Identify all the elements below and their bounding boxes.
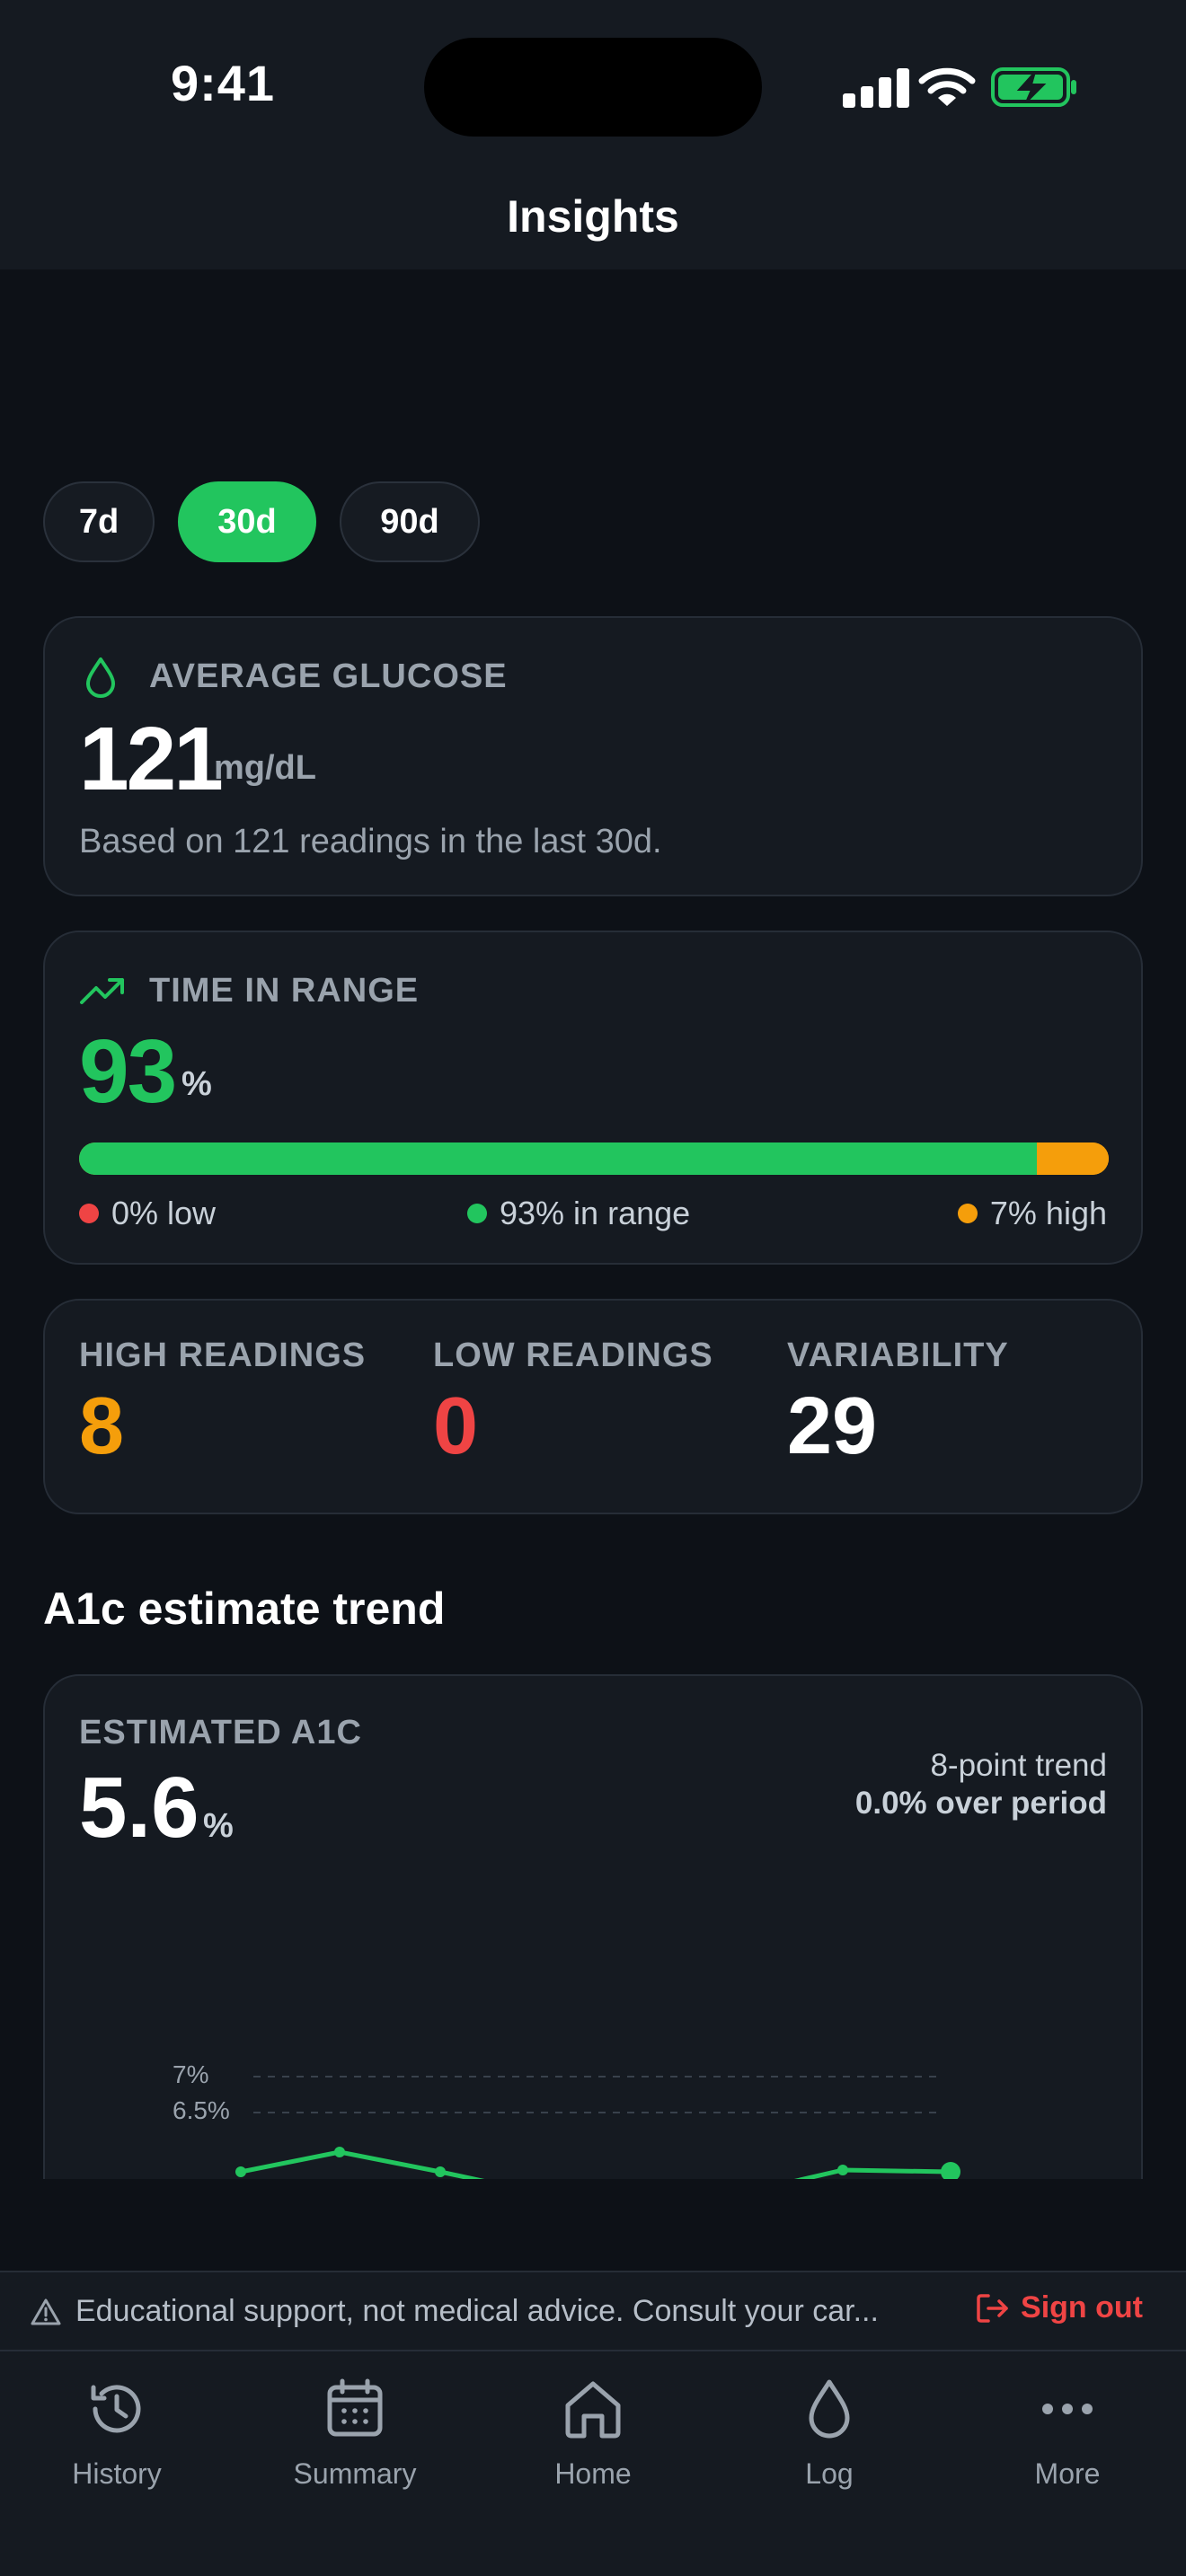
average-glucose-card: AVERAGE GLUCOSE 121 mg/dL Based on 121 r… [43, 616, 1143, 896]
high-dot-icon [957, 1204, 978, 1223]
stat-label: VARIABILITY [787, 1337, 1009, 1374]
time-in-range-label: TIME IN RANGE [149, 972, 420, 1010]
stat-high-readings: HIGH READINGS 8 [79, 1337, 366, 1473]
more-dots-icon [1042, 2404, 1093, 2414]
warning-icon [31, 2298, 61, 2325]
tab-history[interactable]: History [18, 2377, 216, 2491]
calendar-icon [327, 2378, 383, 2437]
dynamic-island [424, 38, 762, 137]
tab-summary[interactable]: Summary [256, 2377, 454, 2491]
stat-value: 8 [79, 1381, 125, 1471]
cellular-signal-icon [843, 68, 909, 108]
stat-low-readings: LOW READINGS 0 [433, 1337, 713, 1473]
legend-in-range-label: 93% in range [500, 1195, 691, 1231]
trend-point [235, 2166, 246, 2177]
trend-point-latest [941, 2162, 960, 2179]
a1c-unit: % [203, 1807, 234, 1845]
tab-home[interactable]: Home [494, 2377, 692, 2491]
tab-more[interactable]: More [969, 2377, 1166, 2491]
in-range-dot-icon [467, 1204, 487, 1223]
a1c-label: ESTIMATED A1C [79, 1714, 362, 1751]
high-segment [1036, 1142, 1109, 1175]
trend-point [435, 2166, 446, 2177]
a1c-card: ESTIMATED A1C 5.6 % 8-point trend 0.0% o… [43, 1674, 1143, 2179]
trend-line [240, 2149, 951, 2179]
tab-history-label: History [72, 2457, 162, 2490]
history-icon [91, 2385, 141, 2433]
time-in-range-unit: % [181, 1065, 212, 1103]
droplet-icon [809, 2379, 850, 2439]
legend-high: 7% high [957, 1195, 1107, 1232]
sign-out-button[interactable]: Sign out [976, 2290, 1143, 2325]
average-glucose-note: Based on 121 readings in the last 30d. [79, 823, 662, 860]
tab-home-label: Home [554, 2457, 632, 2490]
tab-summary-label: Summary [293, 2457, 417, 2490]
legend-low-label: 0% low [111, 1195, 217, 1231]
a1c-trend-change: 0.0% over period [854, 1786, 1107, 1821]
stats-card: HIGH READINGS 8 LOW READINGS 0 VARIABILI… [43, 1299, 1143, 1514]
droplet-icon [86, 657, 115, 698]
tab-log[interactable]: Log [730, 2377, 928, 2491]
tab-bar: History Summary Home Log More [0, 2351, 1186, 2576]
legend-low: 0% low [79, 1195, 216, 1232]
disclaimer-bar: Educational support, not medical advice.… [0, 2271, 1186, 2351]
sign-out-label: Sign out [1021, 2290, 1143, 2325]
tab-log-label: Log [805, 2457, 854, 2490]
average-glucose-value: 121 [79, 709, 224, 809]
trend-point [837, 2165, 848, 2175]
average-glucose-label: AVERAGE GLUCOSE [149, 657, 508, 695]
a1c-trend-points: 8-point trend [930, 1748, 1107, 1783]
range-7d-pill[interactable]: 7d [43, 481, 155, 562]
a1c-y-label-6-5: 6.5% [173, 2096, 230, 2124]
page-title: Insights [507, 191, 679, 242]
top-bar: 9:41 Insights [0, 0, 1186, 269]
range-90d-pill[interactable]: 90d [340, 481, 480, 562]
trending-up-icon [80, 978, 124, 1004]
a1c-trend-chart [235, 2076, 960, 2179]
battery-charging-icon [991, 67, 1076, 107]
legend-high-label: 7% high [989, 1195, 1107, 1231]
time-in-range-bar [79, 1142, 1109, 1175]
time-in-range-card: TIME IN RANGE 93 % 0% low 93% in range 7… [43, 931, 1143, 1265]
home-icon [565, 2381, 621, 2439]
stat-value: 29 [787, 1381, 878, 1471]
wifi-icon [918, 67, 976, 106]
time-in-range-value: 93 [79, 1021, 177, 1122]
in-range-segment [79, 1142, 1037, 1175]
low-dot-icon [79, 1204, 99, 1223]
tab-more-label: More [1034, 2457, 1101, 2490]
trend-point [334, 2147, 345, 2157]
a1c-section-title: A1c estimate trend [43, 1584, 446, 1634]
stat-label: LOW READINGS [433, 1337, 713, 1374]
scroll-clip: ESTIMATED A1C 5.6 % 8-point trend 0.0% o… [0, 1671, 1186, 2179]
average-glucose-unit: mg/dL [214, 749, 316, 787]
range-30d-pill[interactable]: 30d [178, 481, 316, 562]
status-time: 9:41 [170, 55, 276, 111]
legend-in-range: 93% in range [467, 1195, 690, 1232]
stat-variability: VARIABILITY 29 [787, 1337, 1009, 1473]
stat-label: HIGH READINGS [79, 1337, 367, 1374]
a1c-value: 5.6 [79, 1760, 199, 1856]
a1c-y-label-7: 7% [173, 2060, 209, 2088]
stat-value: 0 [433, 1381, 479, 1471]
sign-out-icon [977, 2293, 1008, 2323]
disclaimer-text: Educational support, not medical advice.… [75, 2294, 879, 2328]
